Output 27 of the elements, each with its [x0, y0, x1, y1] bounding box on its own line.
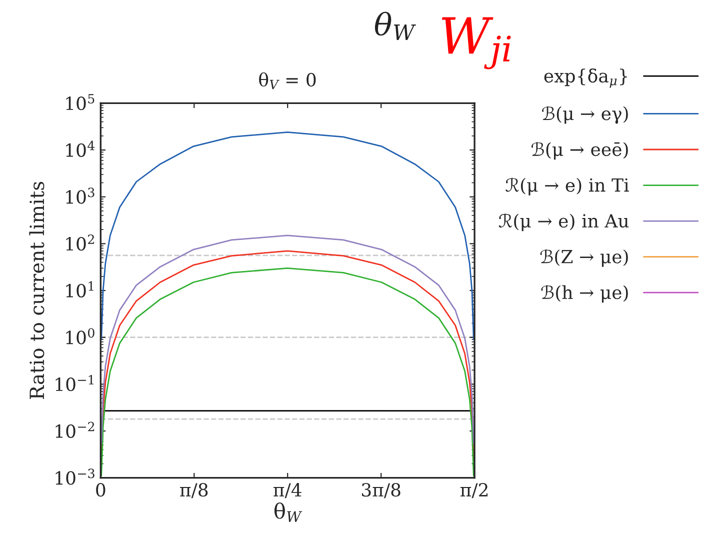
- y-tick-label: 10$^{0}$: [66, 328, 94, 344]
- x-axis-title: θ$_{W}$: [274, 502, 302, 522]
- y-tick-label: 10$^{−2}$: [56, 422, 94, 438]
- y-tick-label: 10$^{2}$: [66, 234, 94, 251]
- legend-label: ℬ(μ → eγ): [542, 106, 628, 124]
- x-tick-label: π/4: [274, 483, 302, 498]
- legend-label: ℬ(μ → eeē): [531, 142, 628, 160]
- y-axis-title: Ratio to current limits: [29, 182, 44, 400]
- legend-label: exp{δa$_{μ}$}: [544, 68, 628, 88]
- y-tick-label: 10$^{−1}$: [56, 374, 94, 392]
- x-tick-label: 3π/8: [362, 483, 400, 498]
- line-series: [100, 132, 474, 340]
- chart-title: θ$_{V}$ = 0: [259, 72, 316, 90]
- y-tick-label: 10$^{1}$: [66, 281, 94, 298]
- text: θ$_{W}$: [374, 12, 416, 40]
- y-tick-label: 10$^{5}$: [66, 94, 94, 110]
- y-tick-label: 10$^{−3}$: [56, 468, 94, 485]
- legend-label: ℛ(μ → e) in Ti: [506, 178, 629, 196]
- legend-label: ℬ(h → μe): [541, 284, 628, 303]
- legend-label: ℬ(Z → μe): [540, 249, 628, 267]
- x-tick-label: π/8: [180, 483, 208, 498]
- legend-label: ℛ(μ → e) in Au: [498, 213, 629, 232]
- y-tick-label: 10$^{4}$: [66, 140, 95, 157]
- text: W$_{ji}$: [442, 17, 511, 70]
- x-tick-label: π/2: [460, 483, 488, 498]
- y-tick-label: 10$^{3}$: [66, 188, 94, 204]
- x-tick-label: 0: [96, 483, 106, 497]
